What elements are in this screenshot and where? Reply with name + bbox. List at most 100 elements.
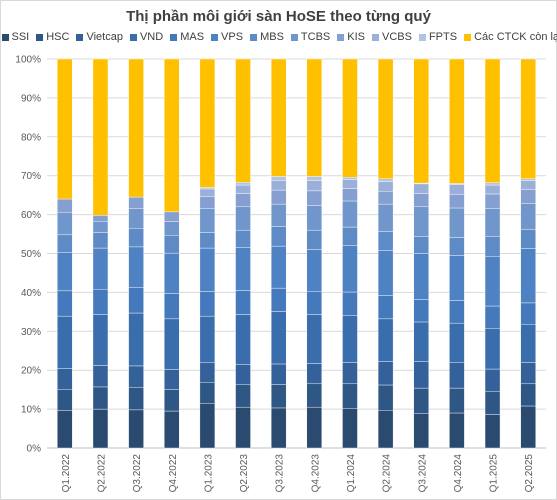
bar-segment	[270, 311, 287, 365]
bar-segment	[377, 295, 394, 320]
legend-swatch	[76, 33, 84, 41]
bar-segment	[235, 314, 251, 365]
x-tick-label: Q2.2022	[96, 454, 107, 493]
bar-segment	[342, 226, 358, 246]
bar-segment	[57, 410, 73, 449]
legend-item: HSC	[36, 31, 69, 43]
bar-segment	[377, 58, 394, 180]
chart-title: Thị phần môi giới sàn HoSE theo từng quý	[126, 8, 431, 25]
bar-segment	[484, 327, 501, 370]
bar-segment	[270, 203, 287, 227]
bar-segment	[235, 406, 251, 449]
bar-segment	[413, 387, 429, 414]
legend: SSI HSC Vietcap VND MAS VPS MBS TCBS KIS VCBS FPTS…	[1, 31, 557, 43]
bar-segment	[342, 315, 358, 363]
bar-segment	[270, 384, 287, 409]
bar-segment	[235, 290, 251, 315]
bar-segment	[270, 287, 287, 312]
bar-segment	[484, 58, 501, 183]
x-tick-label: Q3.2022	[132, 454, 143, 493]
bar-segment	[413, 253, 429, 300]
bar-segment	[377, 231, 394, 251]
bar-segment	[164, 318, 180, 370]
bar-segment	[484, 368, 501, 392]
legend-label: MBS	[260, 31, 284, 43]
legend-label: SSI	[11, 31, 30, 43]
bar-segment	[520, 324, 536, 363]
bar-segment	[484, 414, 501, 449]
bar-segment	[235, 206, 251, 231]
bar-segment	[199, 291, 216, 317]
bar-segment	[377, 410, 394, 449]
bar-segment	[199, 403, 216, 449]
bar-segment	[128, 228, 144, 248]
x-tick-label: Q1.2025	[489, 454, 500, 493]
y-tick-label: 70%	[21, 171, 41, 182]
bar-segment	[306, 363, 323, 385]
legend-item: SSI	[1, 31, 30, 43]
legend-label: VPS	[221, 31, 244, 43]
bar-segment	[164, 58, 180, 213]
bar-segment	[520, 383, 536, 407]
bar-segment	[306, 291, 323, 315]
legend-swatch	[250, 33, 258, 41]
bar-segment	[92, 247, 109, 290]
bar-segment	[484, 184, 501, 195]
bar-segment	[306, 249, 323, 292]
bar-segment	[449, 362, 465, 389]
bar-segment	[235, 58, 251, 183]
bar-segment	[235, 193, 251, 208]
bar-segment	[128, 387, 144, 411]
bar-segment	[484, 256, 501, 307]
bar-segment	[449, 387, 465, 414]
bar-segment	[413, 299, 429, 323]
x-tick-label: Q1.2022	[61, 454, 72, 493]
bar-segment	[128, 409, 144, 449]
bar-segment	[128, 365, 144, 388]
bar-segment	[342, 188, 358, 202]
x-tick-label: Q2.2024	[382, 454, 393, 493]
bar-segment	[449, 322, 465, 364]
bar-segment	[128, 58, 144, 198]
bar-segment	[199, 247, 216, 292]
y-tick-label: 40%	[21, 288, 41, 299]
legend-swatch	[464, 33, 472, 41]
bar-segment	[57, 368, 73, 390]
bar-segment	[306, 205, 323, 231]
bar-segment	[342, 245, 358, 293]
bar-segment	[377, 318, 394, 362]
bar-segment	[128, 287, 144, 314]
legend-item: Vietcap	[76, 31, 123, 43]
bar-segment	[413, 206, 429, 237]
legend-label: VND	[139, 31, 164, 43]
x-tick-label: Q3.2023	[275, 454, 286, 493]
y-tick-label: 80%	[21, 132, 41, 143]
bar-segment	[128, 208, 144, 229]
bar-segment	[92, 232, 109, 249]
bar-segment	[57, 290, 73, 317]
bar-segment	[270, 407, 287, 449]
legend-item: KIS	[337, 31, 365, 43]
legend-swatch	[36, 33, 44, 41]
bar-segment	[270, 58, 287, 177]
legend-swatch	[1, 33, 9, 41]
bar-segment	[128, 246, 144, 288]
y-tick-label: 100%	[15, 55, 41, 66]
bar-segment	[484, 193, 501, 209]
legend-label: TCBS	[300, 31, 331, 43]
bar-segment	[413, 183, 429, 194]
bar-segment	[164, 252, 180, 294]
bar-segment	[342, 200, 358, 228]
x-tick-label: Q1.2023	[203, 454, 214, 493]
bar-segment	[270, 245, 287, 289]
bar-segment	[164, 369, 180, 390]
bar-segment	[57, 58, 73, 200]
y-tick-label: 90%	[21, 93, 41, 104]
bar-segment	[128, 312, 144, 367]
x-tick-label: Q4.2023	[310, 454, 321, 493]
bar-segment	[57, 212, 73, 236]
bar-segment	[92, 386, 109, 410]
bar-segment	[57, 315, 73, 369]
bar-segment	[449, 255, 465, 301]
bar-segment	[270, 180, 287, 191]
